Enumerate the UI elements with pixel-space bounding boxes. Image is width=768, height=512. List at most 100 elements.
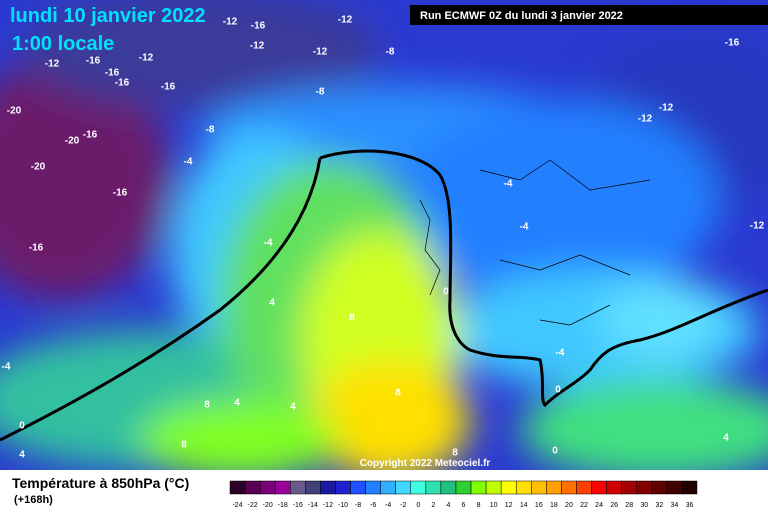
contour-label: -12: [750, 221, 765, 232]
legend-swatch: [320, 480, 336, 495]
legend-swatch: [274, 480, 291, 495]
legend-swatch: [561, 480, 577, 495]
legend-tick-label: -4: [385, 502, 391, 509]
legend-swatch: [531, 480, 547, 495]
contour-label: 8: [349, 313, 355, 324]
contour-label: -20: [65, 136, 80, 147]
legend-swatch: [576, 480, 592, 495]
footer-horizon: (+168h): [14, 494, 53, 506]
legend-tick-label: -8: [355, 502, 361, 509]
contour-label: -12: [139, 53, 154, 64]
legend-tick-label: -10: [338, 502, 348, 509]
contour-label: -8: [386, 47, 395, 58]
legend-swatch: [470, 480, 487, 495]
legend-swatch: [546, 480, 562, 495]
contour-label: -16: [725, 38, 740, 49]
legend-swatch: [380, 480, 396, 495]
legend-swatch: [455, 480, 472, 495]
map-subtitle: 1:00 locale: [12, 33, 114, 55]
contour-label: -4: [2, 362, 11, 373]
legend-swatch: [606, 480, 622, 495]
legend-tick-label: 4: [446, 502, 450, 509]
contour-label: 8: [395, 388, 401, 399]
contour-label: 0: [552, 446, 558, 457]
map-title: lundi 10 janvier 2022: [10, 5, 206, 27]
color-legend: -24 -22 -20 -18 -16 -14 -12 -10 -8 -6 -4 -2 0 2 4 6 8 10 1…: [229, 480, 698, 509]
legend-swatch: [485, 480, 502, 495]
contour-label: -8: [206, 125, 215, 136]
contour-label: -16: [251, 21, 266, 32]
contour-label: -16: [113, 188, 128, 199]
legend-tick-label: 10: [490, 502, 498, 509]
contour-label: 8: [204, 400, 210, 411]
contour-label: -20: [31, 162, 46, 173]
zero-isotherm: [0, 157, 322, 442]
contour-label: -16: [115, 78, 130, 89]
contour-label: -12: [223, 17, 238, 28]
contour-label: 0: [19, 421, 25, 432]
contour-label: 4: [19, 450, 25, 461]
run-box: [410, 5, 768, 25]
contour-label: -4: [184, 157, 193, 168]
legend-swatch: [621, 480, 637, 495]
contour-label: 8: [181, 440, 187, 451]
contour-label: 0: [443, 287, 449, 298]
legend-tick-label: 30: [640, 502, 648, 509]
legend-tick-label: 28: [625, 502, 633, 509]
map-field: -12 -16-12-12-12 -8-12 -16-16-12-16 -16 -8-20…: [0, 0, 768, 470]
legend-tick-label: -12: [323, 502, 333, 509]
legend-swatch: [244, 480, 261, 495]
legend-swatch: [666, 480, 683, 495]
contour-label: -16: [105, 68, 120, 79]
legend-swatch: [350, 480, 366, 495]
legend-tick-label: 22: [580, 502, 588, 509]
legend-tick-label: -16: [293, 502, 303, 509]
contour-label: -12: [45, 59, 60, 70]
contour-label: -12: [659, 103, 674, 114]
contour-label: 4: [290, 402, 296, 413]
legend-swatch: [410, 480, 427, 495]
legend-tick-label: 18: [550, 502, 558, 509]
contour-label: -16: [83, 130, 98, 141]
legend-swatch: [365, 480, 381, 495]
legend-swatch: [515, 480, 532, 495]
contour-label: -16: [29, 243, 44, 254]
zero-isotherm: [319, 149, 768, 408]
legend-swatch: [651, 480, 668, 495]
contour-label: -4: [504, 179, 513, 190]
contour-label: -4: [556, 348, 565, 359]
legend-tick-label: -2: [400, 502, 406, 509]
contour-label: -12: [338, 15, 353, 26]
legend-tick-label: 0: [416, 502, 420, 509]
legend-tick-label: 32: [655, 502, 663, 509]
legend-swatch: [259, 480, 276, 495]
contour-label: -4: [520, 222, 529, 233]
contour-label: -4: [264, 238, 273, 249]
contour-label: 0: [555, 385, 561, 396]
legend-tick-label: 12: [505, 502, 513, 509]
legend-tick-label: 2: [431, 502, 435, 509]
legend-tick-label: 6: [462, 502, 466, 509]
legend-tick-label: 16: [535, 502, 543, 509]
legend-swatch: [305, 480, 321, 495]
contour-label: -12: [250, 41, 265, 52]
contour-label: 8: [452, 448, 458, 459]
legend-tick-label: -22: [248, 502, 258, 509]
contour-label: -12: [313, 47, 328, 58]
legend-tick-label: -6: [370, 502, 376, 509]
legend-swatch: [335, 480, 351, 495]
legend-swatch: [591, 480, 607, 495]
coastlines: [419, 159, 651, 326]
footer-title: Température à 850hPa (°C): [12, 475, 189, 491]
contour-label: -12: [638, 114, 653, 125]
run-info: Run ECMWF 0Z du lundi 3 janvier 2022: [420, 10, 623, 22]
legend-swatch: [440, 480, 457, 495]
legend-swatch: [395, 480, 412, 495]
legend-swatch: [229, 480, 246, 495]
contour-label: -16: [86, 56, 101, 67]
legend-tick-label: 26: [610, 502, 618, 509]
legend-swatch: [290, 480, 306, 495]
legend-tick-label: 36: [686, 502, 694, 509]
legend-swatch: [681, 480, 698, 495]
